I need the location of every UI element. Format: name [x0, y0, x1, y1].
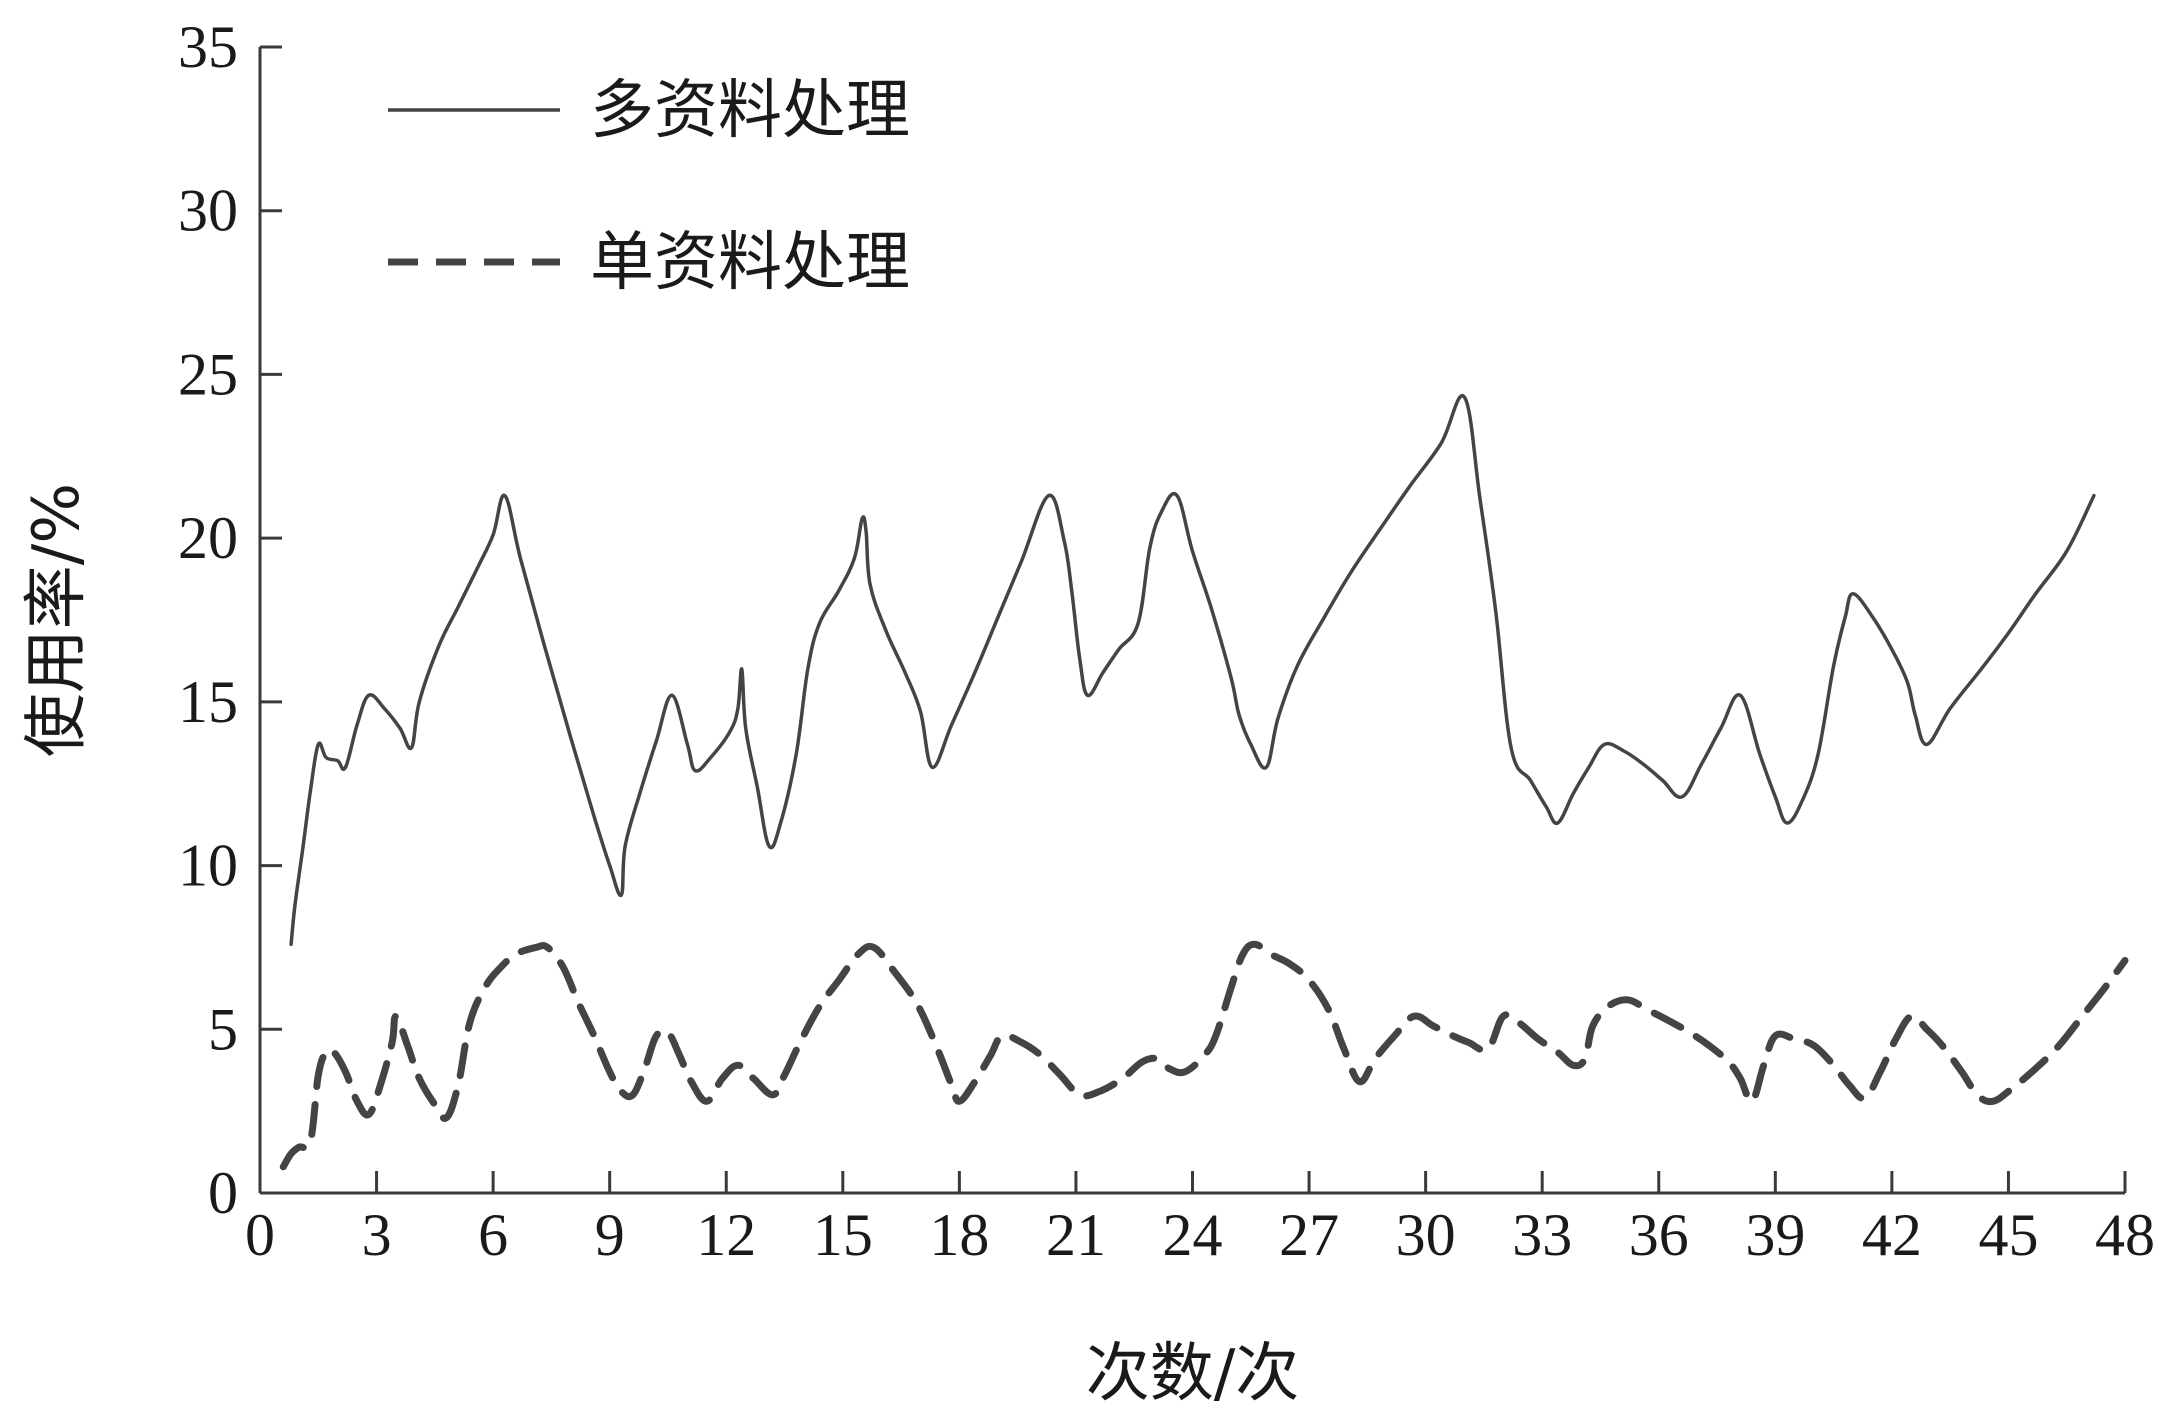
x-tick-label: 24: [1163, 1202, 1223, 1268]
series-line-multi: [289, 393, 2096, 946]
x-tick-label: 18: [929, 1202, 989, 1268]
x-tick-label: 33: [1512, 1202, 1572, 1268]
y-tick-label: 10: [178, 833, 238, 899]
x-tick-label: 15: [813, 1202, 873, 1268]
series-lines: [279, 393, 2129, 1171]
legend-label: 多资料处理: [590, 74, 910, 148]
x-axis-title: 次数/次: [1086, 1337, 1300, 1411]
y-tick-label: 35: [178, 14, 238, 80]
x-tick-label: 12: [696, 1202, 756, 1268]
y-tick-label: 25: [178, 341, 238, 407]
x-tick-label: 39: [1745, 1202, 1805, 1268]
x-tick-label: 9: [595, 1202, 625, 1268]
x-tick-label: 27: [1279, 1202, 1339, 1268]
x-tick-label: 0: [245, 1202, 275, 1268]
x-tick-label: 36: [1629, 1202, 1689, 1268]
x-tick-label: 3: [362, 1202, 392, 1268]
y-tick-label: 0: [208, 1160, 238, 1226]
legend-label: 单资料处理: [590, 226, 910, 300]
y-tick-label: 15: [178, 669, 238, 735]
x-tick-label: 45: [1978, 1202, 2038, 1268]
x-tick-label: 48: [2095, 1202, 2155, 1268]
y-tick-label: 30: [178, 178, 238, 244]
x-tick-label: 42: [1862, 1202, 1922, 1268]
x-tick-label: 30: [1396, 1202, 1456, 1268]
series-line-single: [279, 940, 2129, 1171]
y-axis-title: 使用率/%: [20, 483, 94, 757]
y-tick-label: 5: [208, 996, 238, 1062]
y-tick-label: 20: [178, 505, 238, 571]
x-tick-label: 6: [478, 1202, 508, 1268]
x-tick-label: 21: [1046, 1202, 1106, 1268]
